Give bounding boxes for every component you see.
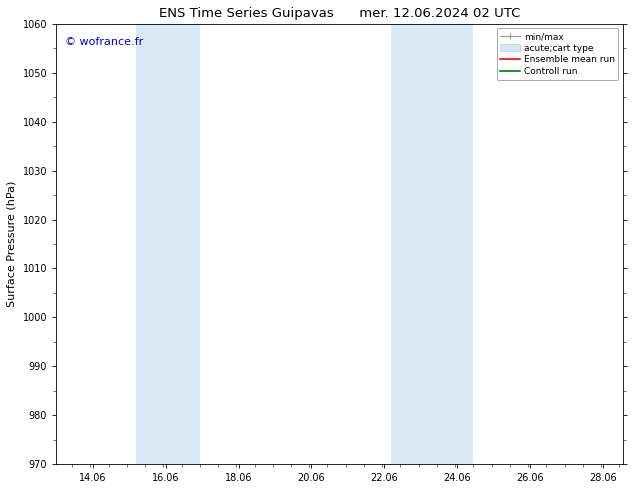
Bar xyxy=(391,24,474,464)
Legend: min/max, acute;cart type, Ensemble mean run, Controll run: min/max, acute;cart type, Ensemble mean … xyxy=(496,28,618,80)
Y-axis label: Surface Pressure (hPa): Surface Pressure (hPa) xyxy=(7,181,17,307)
Title: ENS Time Series Guipavas      mer. 12.06.2024 02 UTC: ENS Time Series Guipavas mer. 12.06.2024… xyxy=(159,7,521,20)
Bar xyxy=(136,24,200,464)
Text: © wofrance.fr: © wofrance.fr xyxy=(65,37,143,47)
